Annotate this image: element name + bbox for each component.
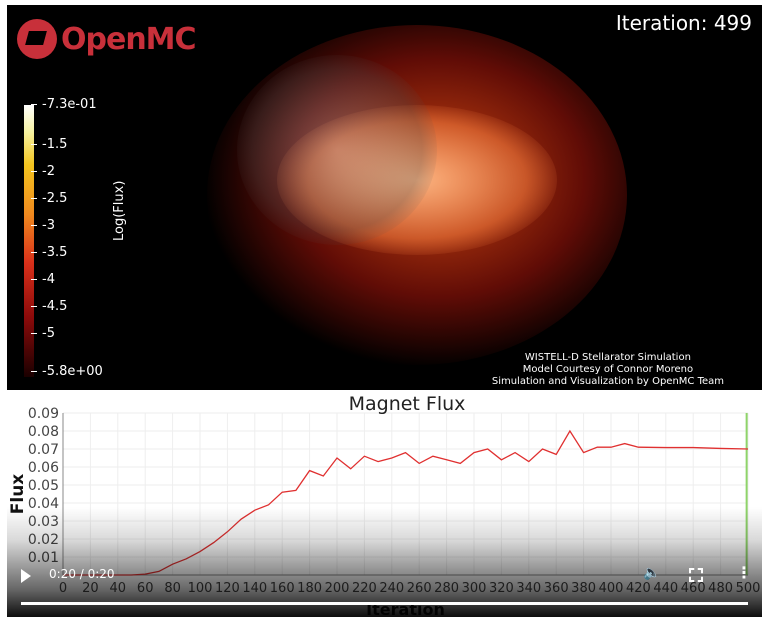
more-options-icon[interactable]: ⋮ bbox=[736, 563, 752, 582]
colorbar-tick: -7.3e-01 bbox=[31, 97, 97, 112]
y-tick-label: 0.07 bbox=[28, 442, 59, 458]
colorbar-tick: -5 bbox=[31, 326, 55, 341]
y-tick-label: 0.09 bbox=[28, 406, 59, 422]
iteration-label: Iteration: 499 bbox=[615, 11, 752, 35]
y-tick-label: 0.05 bbox=[28, 478, 59, 494]
colorbar-tick: -2.5 bbox=[31, 191, 67, 206]
credit-line: Model Courtesy of Connor Moreno bbox=[522, 364, 694, 375]
stellarator-visualization: OpenMC Iteration: 499 -7.3e-01 -1.5 -2 -2.5… bbox=[7, 5, 762, 390]
player-controls: 0:20 / 0:20 🔈 ⋮ bbox=[7, 507, 762, 617]
fullscreen-icon[interactable] bbox=[689, 568, 703, 582]
credit-line: Simulation and Visualization by OpenMC T… bbox=[491, 376, 724, 387]
colorbar-tick: -1.5 bbox=[31, 137, 67, 152]
colorbar-tick: -5.8e+00 bbox=[31, 364, 103, 379]
y-axis-label: Flux bbox=[8, 474, 28, 515]
colorbar-tick: -4.5 bbox=[31, 299, 67, 314]
progress-bar[interactable] bbox=[21, 602, 748, 605]
colorbar-tick: -3.5 bbox=[31, 245, 67, 260]
play-icon[interactable] bbox=[21, 569, 31, 583]
volume-icon[interactable]: 🔈 bbox=[643, 565, 661, 581]
y-tick-label: 0.08 bbox=[28, 424, 59, 440]
colorbar bbox=[24, 105, 34, 377]
credit-line: WISTELL-D Stellarator Simulation bbox=[524, 352, 691, 363]
y-tick-label: 0.06 bbox=[28, 460, 59, 476]
colorbar-tick: -2 bbox=[31, 164, 55, 179]
credits: WISTELL-D Stellarator Simulation Model C… bbox=[492, 352, 724, 388]
chart-title: Magnet Flux bbox=[349, 393, 466, 415]
colorbar-title: Log(Flux) bbox=[112, 180, 127, 241]
openmc-logo: OpenMC bbox=[17, 19, 197, 59]
video-player[interactable]: OpenMC Iteration: 499 -7.3e-01 -1.5 -2 -2.5… bbox=[7, 5, 762, 617]
colorbar-tick: -3 bbox=[31, 218, 55, 233]
time-display: 0:20 / 0:20 bbox=[49, 567, 115, 581]
colorbar-tick: -4 bbox=[31, 272, 55, 287]
